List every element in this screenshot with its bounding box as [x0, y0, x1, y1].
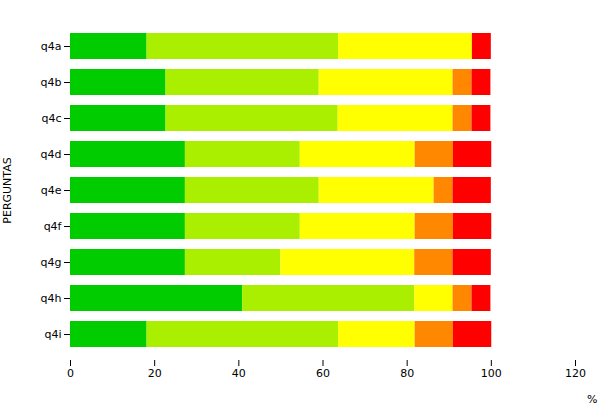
- svg-text:120: 120: [565, 367, 586, 380]
- svg-text:q4i: q4i: [44, 328, 61, 341]
- svg-text:60: 60: [316, 367, 330, 380]
- svg-text:q4c: q4c: [41, 112, 61, 125]
- svg-text:0: 0: [67, 367, 74, 380]
- svg-text:q4g: q4g: [41, 256, 62, 269]
- svg-text:q4h: q4h: [41, 292, 62, 305]
- svg-text:%: %: [587, 393, 597, 405]
- svg-text:q4e: q4e: [41, 184, 62, 197]
- svg-text:80: 80: [400, 367, 414, 380]
- svg-text:PERGUNTAS: PERGUNTAS: [1, 157, 14, 223]
- svg-text:q4d: q4d: [41, 148, 62, 161]
- svg-text:20: 20: [148, 367, 162, 380]
- svg-text:40: 40: [232, 367, 246, 380]
- svg-text:100: 100: [481, 367, 502, 380]
- svg-text:q4a: q4a: [41, 40, 62, 53]
- svg-text:q4f: q4f: [44, 220, 63, 233]
- svg-text:q4b: q4b: [41, 76, 62, 89]
